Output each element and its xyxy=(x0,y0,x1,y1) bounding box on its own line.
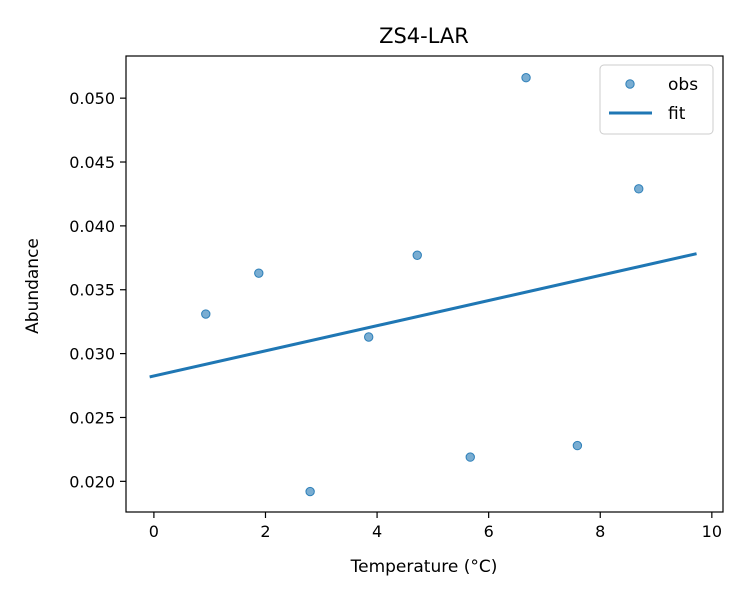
y-tick-label: 0.040 xyxy=(69,217,115,236)
y-axis-label: Abundance xyxy=(23,238,43,334)
legend-obs-marker xyxy=(625,79,635,89)
obs-point xyxy=(254,268,264,278)
x-axis-label: Temperature (°C) xyxy=(350,557,498,577)
obs-point xyxy=(634,184,644,194)
obs-point xyxy=(572,440,583,451)
obs-point xyxy=(201,309,211,319)
legend-fit-label: fit xyxy=(668,104,686,124)
legend-obs-label: obs xyxy=(668,75,698,95)
y-axis: 0.020 0.025 0.030 0.035 0.040 0.045 0.050 xyxy=(69,89,126,491)
y-tick-label: 0.045 xyxy=(69,153,115,172)
obs-point xyxy=(521,73,531,83)
y-tick-label: 0.020 xyxy=(69,472,115,491)
x-tick-label: 0 xyxy=(149,522,159,541)
x-tick-label: 6 xyxy=(484,522,494,541)
obs-point xyxy=(412,250,422,260)
obs-point xyxy=(305,486,315,497)
x-axis: 0 2 4 6 8 10 xyxy=(149,512,722,541)
y-tick-label: 0.050 xyxy=(69,89,115,108)
x-tick-label: 10 xyxy=(702,522,722,541)
plot-frame xyxy=(125,55,724,513)
fit-line xyxy=(149,252,697,379)
legend: obs fit xyxy=(599,64,714,135)
x-tick-label: 4 xyxy=(372,522,382,541)
y-tick-label: 0.030 xyxy=(69,345,115,364)
x-tick-label: 8 xyxy=(595,522,605,541)
y-tick-label: 0.025 xyxy=(69,408,115,427)
obs-point xyxy=(364,332,374,342)
chart-title: ZS4-LAR xyxy=(379,24,469,48)
obs-point xyxy=(465,452,475,462)
x-tick-label: 2 xyxy=(260,522,270,541)
y-tick-label: 0.035 xyxy=(69,281,115,300)
